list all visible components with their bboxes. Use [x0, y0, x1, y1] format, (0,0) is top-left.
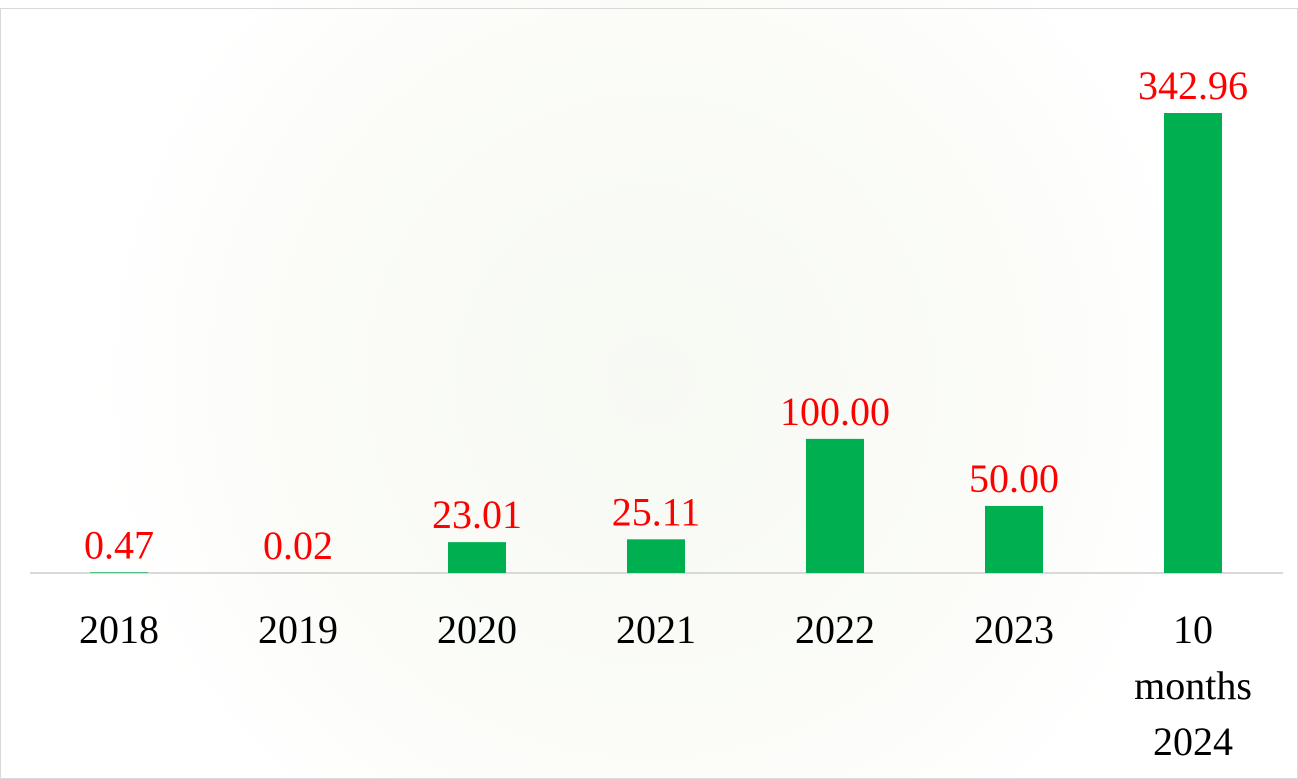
bar — [1164, 113, 1222, 573]
x-tick-label: 10 months 2024 — [1134, 607, 1252, 764]
data-label: 0.47 — [84, 522, 154, 567]
data-label: 50.00 — [969, 456, 1059, 501]
x-tick-label: 2022 — [795, 607, 875, 652]
data-label: 100.00 — [780, 389, 890, 434]
bar — [985, 505, 1043, 573]
x-tick-label: 2018 — [79, 607, 159, 652]
x-tick-label: 2021 — [616, 607, 696, 652]
frame — [0, 8, 1298, 779]
x-tick-label: 2020 — [437, 607, 517, 652]
bar — [806, 438, 864, 573]
data-label: 23.01 — [432, 492, 522, 537]
data-label: 0.02 — [263, 523, 333, 568]
data-label: 25.11 — [612, 489, 701, 534]
bar — [448, 542, 506, 573]
bar — [627, 539, 685, 573]
x-tick-label: 2019 — [258, 607, 338, 652]
bar — [90, 572, 148, 573]
data-label: 342.96 — [1138, 63, 1248, 108]
x-tick-label: 2023 — [974, 607, 1054, 652]
